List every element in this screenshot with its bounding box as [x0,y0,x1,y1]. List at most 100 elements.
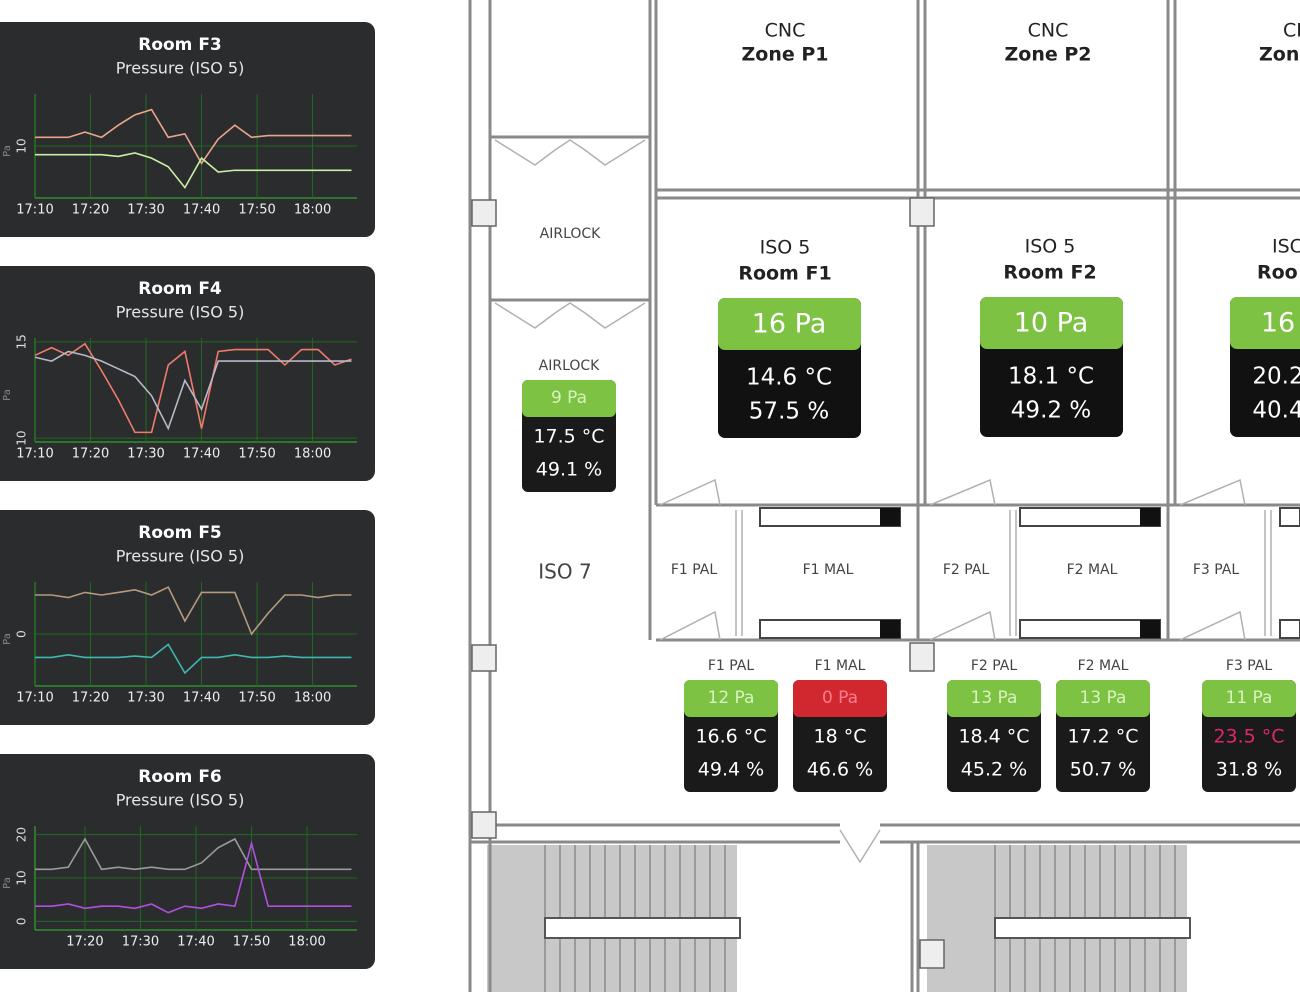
area-label: F2 PAL [943,562,990,578]
zone-name: Zon [1259,44,1299,66]
panel-title: Room F6 [138,767,222,787]
pressure-value: 12 Pa [708,688,755,708]
x-tick-label: 17:10 [16,447,53,462]
vents [471,197,945,969]
wall [648,0,1177,640]
trend-line [35,586,352,636]
door [494,302,646,329]
trend-panel: Room F4 Pressure (ISO 5) 10 15 Pa 17:10 17:20 1… [0,266,375,481]
room-class: ISC [1272,236,1300,258]
x-tick-label: 18:00 [294,447,331,462]
wall [656,188,1300,200]
wall [656,503,1300,642]
room-class: ISO 5 [1025,236,1076,258]
area-label: ISO 7 [538,560,591,584]
area-label: F1 MAL [803,562,854,578]
area-label: F2 MAL [1067,562,1118,578]
pressure-header [522,380,616,417]
door [929,610,996,641]
pressure-header [1202,680,1296,717]
room-class: ISO 5 [760,237,811,259]
y-axis-label: Pa [2,389,13,401]
wall [910,842,920,992]
trend-line [35,108,352,165]
bench [1019,619,1161,639]
bench [880,508,900,526]
y-tick-label: 0 [15,630,29,638]
door [929,478,996,506]
humidity-value: 31.8 % [1216,759,1282,781]
pressure-value: 13 Pa [1080,688,1127,708]
x-tick-label: 17:30 [122,935,159,950]
x-tick-label: 17:50 [233,935,270,950]
x-tick-label: 17:30 [127,203,164,218]
panel-background [0,266,375,481]
x-tick-label: 18:00 [288,935,325,950]
sensor-label: AIRLOCK [539,358,601,374]
y-axis-label: Pa [2,145,13,157]
y-tick-label: 20 [15,827,29,842]
trend-line [35,837,352,871]
x-tick-label: 17:30 [127,691,164,706]
pressure-value: 13 Pa [971,688,1018,708]
temperature-value: 18 °C [814,726,867,748]
x-tick-label: 17:20 [72,203,109,218]
bench [759,619,901,639]
sensor-label: F3 PAL [1226,658,1273,674]
humidity-value: 50.7 % [1070,759,1136,781]
wall [490,135,650,302]
door [659,610,721,641]
temperature-value: 20.2 [1252,364,1300,390]
sensor-label: F2 PAL [971,658,1018,674]
y-tick-label: 10 [15,870,29,885]
panel-title: Room F5 [138,523,222,543]
pressure-header [684,680,778,717]
stair-rail [544,917,741,939]
y-axis-label: Pa [2,877,13,889]
zone-label: CNC [1028,20,1069,42]
humidity-value: 46.6 % [807,759,873,781]
pressure-header [718,298,861,350]
pressure-header [1056,680,1150,717]
panel-subtitle: Pressure (ISO 5) [116,547,245,566]
zone-name: Zone P1 [741,44,828,66]
y-tick-label: 15 [15,334,29,349]
trend-panel: Room F6 Pressure (ISO 5) 0 10 20 Pa 17:20 17:30… [0,754,375,969]
x-tick-label: 17:40 [183,203,220,218]
room-name: Room F1 [738,263,831,285]
pressure-header [980,297,1123,349]
bench [1140,508,1160,526]
zone-label: CNC [765,20,806,42]
x-tick-label: 18:00 [294,203,331,218]
trend-line [34,350,352,431]
sensor-label: F2 MAL [1078,658,1129,674]
humidity-value: 49.4 % [698,759,764,781]
x-tick-label: 17:40 [177,935,214,950]
bench [1279,619,1300,639]
humidity-value: 40.4 [1252,398,1300,424]
humidity-value: 49.1 % [536,459,602,481]
trend-line [35,643,352,675]
x-tick-label: 17:20 [66,935,103,950]
bench [1279,507,1300,527]
door [494,139,646,166]
x-tick-label: 17:10 [16,203,53,218]
panel-title: Room F3 [138,35,222,55]
trend-line [35,152,352,190]
temperature-value: 17.5 °C [533,426,604,448]
room-name: Roo [1257,262,1298,284]
zone-name: Zone P2 [1004,44,1091,66]
pressure-header [793,680,887,717]
pressure-value: 10 Pa [1014,308,1089,339]
x-tick-label: 18:00 [294,691,331,706]
temperature-value: 18.4 °C [958,726,1029,748]
panel-subtitle: Pressure (ISO 5) [116,59,245,78]
x-tick-label: 17:10 [16,691,53,706]
bench [880,620,900,638]
panel-title: Room F4 [138,279,222,299]
bench [1019,507,1161,527]
room-name: Room F2 [1003,262,1096,284]
